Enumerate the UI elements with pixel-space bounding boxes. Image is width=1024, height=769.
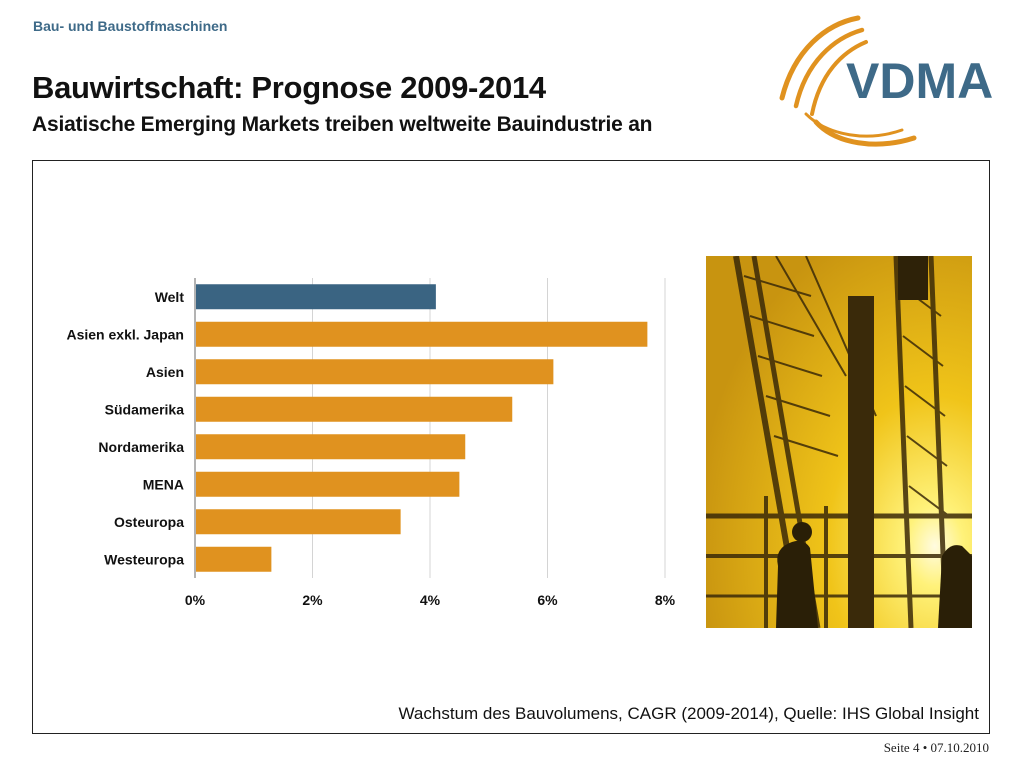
bar [196,471,460,497]
section-label: Bau- und Baustoffmaschinen [33,18,228,34]
category-label: Osteuropa [114,514,184,530]
page-subtitle: Asiatische Emerging Markets treiben welt… [32,113,653,136]
page-footer: Seite 4 • 07.10.2010 [883,740,989,755]
category-label: MENA [143,476,184,492]
x-tick-label: 0% [185,592,206,608]
bar [196,359,554,385]
content-frame [32,160,990,734]
bar [196,434,466,460]
x-tick-label: 8% [655,592,676,608]
x-tick-label: 2% [302,592,323,608]
bar-chart: Welt Asien exkl. Japan Asien Südamerika Nord… [66,278,676,608]
bar [196,509,401,535]
bar [196,396,513,422]
logo-text: VDMA [846,53,993,109]
page-title: Bauwirtschaft: Prognose 2009-2014 [32,70,546,105]
category-label: Nordamerika [98,439,184,455]
vdma-logo: VDMA [779,15,993,147]
bar [196,546,272,572]
logo-arcs-icon [779,15,917,147]
category-label: Westeuropa [104,551,184,567]
bar [196,321,648,347]
category-label: Südamerika [105,401,185,417]
x-tick-label: 4% [420,592,441,608]
chart-caption: Wachstum des Bauvolumens, CAGR (2009-201… [398,704,979,723]
construction-photo [706,256,972,628]
category-label: Asien [146,364,184,380]
bar [196,284,436,310]
category-label: Asien exkl. Japan [66,326,184,342]
category-label: Welt [155,289,185,305]
x-tick-label: 6% [537,592,558,608]
